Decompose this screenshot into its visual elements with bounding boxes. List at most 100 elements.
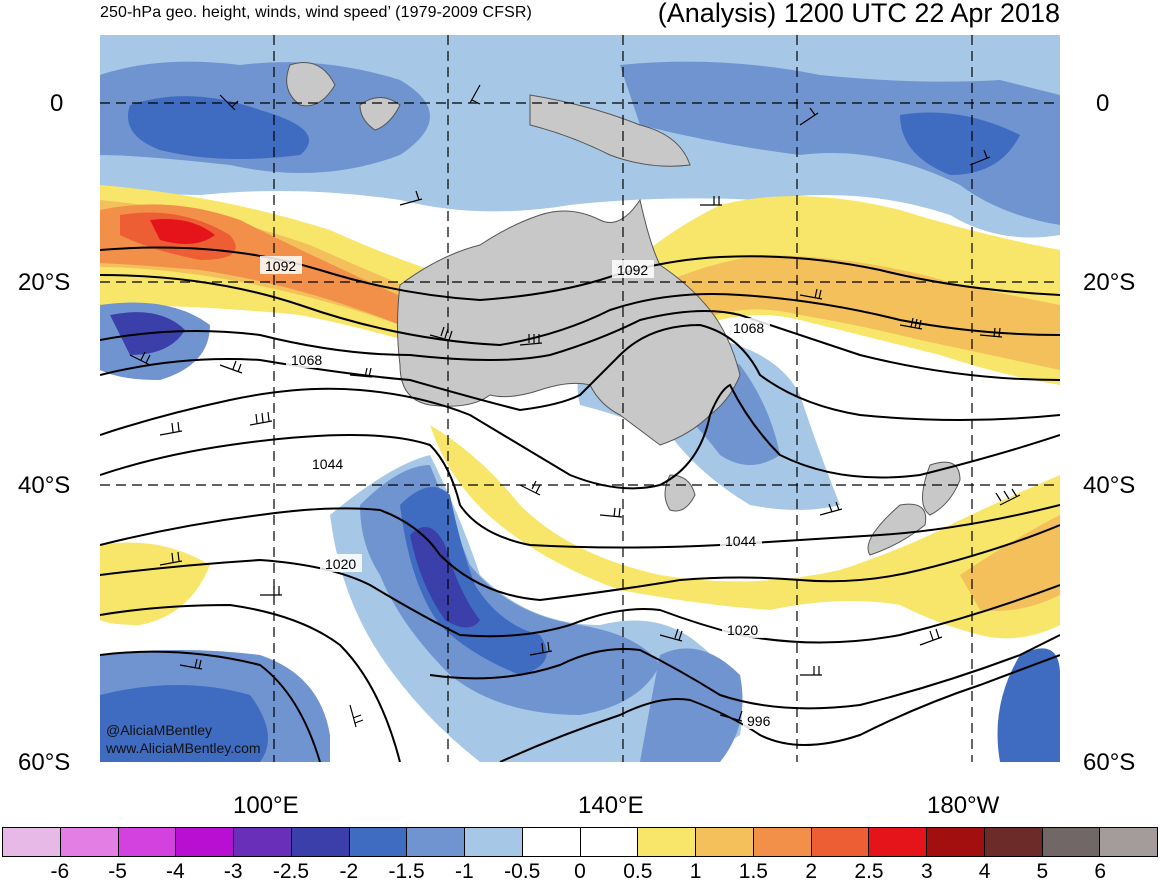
contour-1044-a xyxy=(100,383,1060,490)
wind-barb xyxy=(260,586,282,596)
wind-barb xyxy=(249,411,273,426)
colorbar-swatch xyxy=(753,828,812,856)
contour-label-text: 1068 xyxy=(291,352,322,368)
contour-1044-b xyxy=(100,433,1060,549)
contour-996 xyxy=(499,654,1060,762)
wind-barb xyxy=(800,666,822,676)
contour-label-1020-east: 1020 xyxy=(722,620,764,638)
anomaly-west-yellow xyxy=(100,542,210,625)
contour-label-text: 1044 xyxy=(725,533,756,549)
contour-label-text: 1092 xyxy=(617,262,648,278)
map-panel: 1092 1092 1068 1068 1044 1044 1020 1020 … xyxy=(100,35,1060,762)
anomaly-subtropical-jet-yellow xyxy=(100,185,1060,385)
contour-label-1044-east: 1044 xyxy=(720,531,762,549)
colorbar-swatch xyxy=(811,828,870,856)
contour-label-group: 1092 1092 1068 1068 1044 1044 1020 1020 … xyxy=(260,256,777,729)
analysis-time-title: (Analysis) 1200 UTC 22 Apr 2018 xyxy=(657,0,1060,28)
colorbar-swatch xyxy=(3,828,61,856)
anomaly-jet-max-core xyxy=(150,219,215,244)
colorbar-swatch xyxy=(465,828,523,856)
contour-1092 xyxy=(100,246,1060,302)
land-masses xyxy=(286,62,961,556)
wind-barb xyxy=(995,488,1021,506)
sulawesi-land xyxy=(359,97,401,131)
wind-barb xyxy=(129,351,151,366)
contour-1032 xyxy=(100,507,1060,602)
contour-1008-b xyxy=(429,634,1060,710)
borneo-land xyxy=(286,62,336,107)
anomaly-tropical-dark-blue-2 xyxy=(900,112,1020,175)
colorbar-tick-label: -1.5 xyxy=(388,860,425,883)
height-contours xyxy=(100,246,1060,762)
colorbar-tick-label: 4 xyxy=(978,860,991,883)
wind-barb xyxy=(529,641,553,656)
colorbar-tick-label: -1 xyxy=(455,860,474,883)
contour-label-text: 1092 xyxy=(265,258,296,274)
lat-label-left-60s: 60°S xyxy=(18,749,71,776)
colorbar-tick-label: -6 xyxy=(50,860,70,883)
lat-label-right-60s: 60°S xyxy=(1083,749,1136,776)
anomaly-tropical-dark-blue xyxy=(128,96,309,159)
new-guinea-land xyxy=(529,94,691,167)
colorbar-tick-label: -2 xyxy=(339,860,359,883)
contour-label-text: 1020 xyxy=(727,622,758,638)
colorbar-tick-label: -3 xyxy=(223,860,243,883)
credit-website: www.AliciaMBentley.com xyxy=(106,740,261,756)
colorbar-tick-label: 6 xyxy=(1094,860,1107,883)
colorbar-tick-label: 0.5 xyxy=(623,860,653,883)
colorbar-tick-label: -2.5 xyxy=(272,860,310,883)
lat-label-left-20s: 20°S xyxy=(18,269,71,296)
wind-barb xyxy=(469,84,481,105)
colorbar-swatch xyxy=(927,828,985,856)
contour-label-text: 996 xyxy=(747,713,771,729)
wind-barb xyxy=(219,360,243,374)
wind-barb xyxy=(919,628,943,646)
wind-barb xyxy=(969,149,991,166)
wind-barb xyxy=(659,628,683,642)
contour-label-1044-west: 1044 xyxy=(307,454,349,472)
anomaly-trough-core xyxy=(410,527,480,628)
wind-barb xyxy=(179,658,203,670)
lat-label-right-0: 0 xyxy=(1096,90,1110,117)
wind-barb xyxy=(799,107,819,126)
contour-label-1020-west: 1020 xyxy=(320,554,362,572)
australia-land xyxy=(397,198,741,446)
wind-barb xyxy=(219,94,239,111)
new-zealand-south xyxy=(867,503,927,556)
colorbar-tick-label: -4 xyxy=(166,860,185,883)
colorbar-tick-label: 5 xyxy=(1036,860,1049,883)
contour-label-text: 1068 xyxy=(733,320,764,336)
contour-label-text: 1020 xyxy=(325,556,356,572)
colorbar-swatch xyxy=(522,828,581,856)
wind-barb xyxy=(819,501,843,516)
wind-barb xyxy=(159,421,183,436)
wind-barb xyxy=(429,326,453,342)
anomaly-southern-jet xyxy=(430,425,1060,639)
colorbar-swatch xyxy=(349,828,408,856)
wind-barbs xyxy=(129,84,1021,728)
contour-label-1092-east: 1092 xyxy=(612,260,654,278)
wind-barb xyxy=(700,196,722,206)
colorbar-tick-label: -5 xyxy=(108,860,127,883)
colorbar-tick-label: 2 xyxy=(805,860,818,883)
lat-label-right-40s: 40°S xyxy=(1083,472,1136,499)
anomaly-se-blue xyxy=(997,648,1060,762)
contour-label-1068-west: 1068 xyxy=(286,350,328,368)
wind-barb xyxy=(519,334,543,346)
wind-barb xyxy=(349,367,373,378)
wind-barb xyxy=(519,480,541,496)
colorbar-tick-label: 1.5 xyxy=(738,860,768,883)
colorbar-swatch xyxy=(407,828,465,856)
wind-barb xyxy=(979,327,1003,338)
contour-1020-b xyxy=(100,603,401,762)
colorbar-swatch xyxy=(176,828,234,856)
colorbar-tick-label: 3 xyxy=(920,860,933,883)
chart-subtitle: 250-hPa geo. height, winds, wind speed’ … xyxy=(100,4,532,21)
contour-1008-a xyxy=(100,650,321,762)
lat-label-left-40s: 40°S xyxy=(18,472,71,499)
colorbar-swatch xyxy=(869,828,927,856)
colorbar-tick-label: 2.5 xyxy=(854,860,884,883)
colorbar-tick-label: -0.5 xyxy=(504,860,541,883)
colorbar xyxy=(2,827,1158,857)
colorbar-swatch xyxy=(984,828,1043,856)
